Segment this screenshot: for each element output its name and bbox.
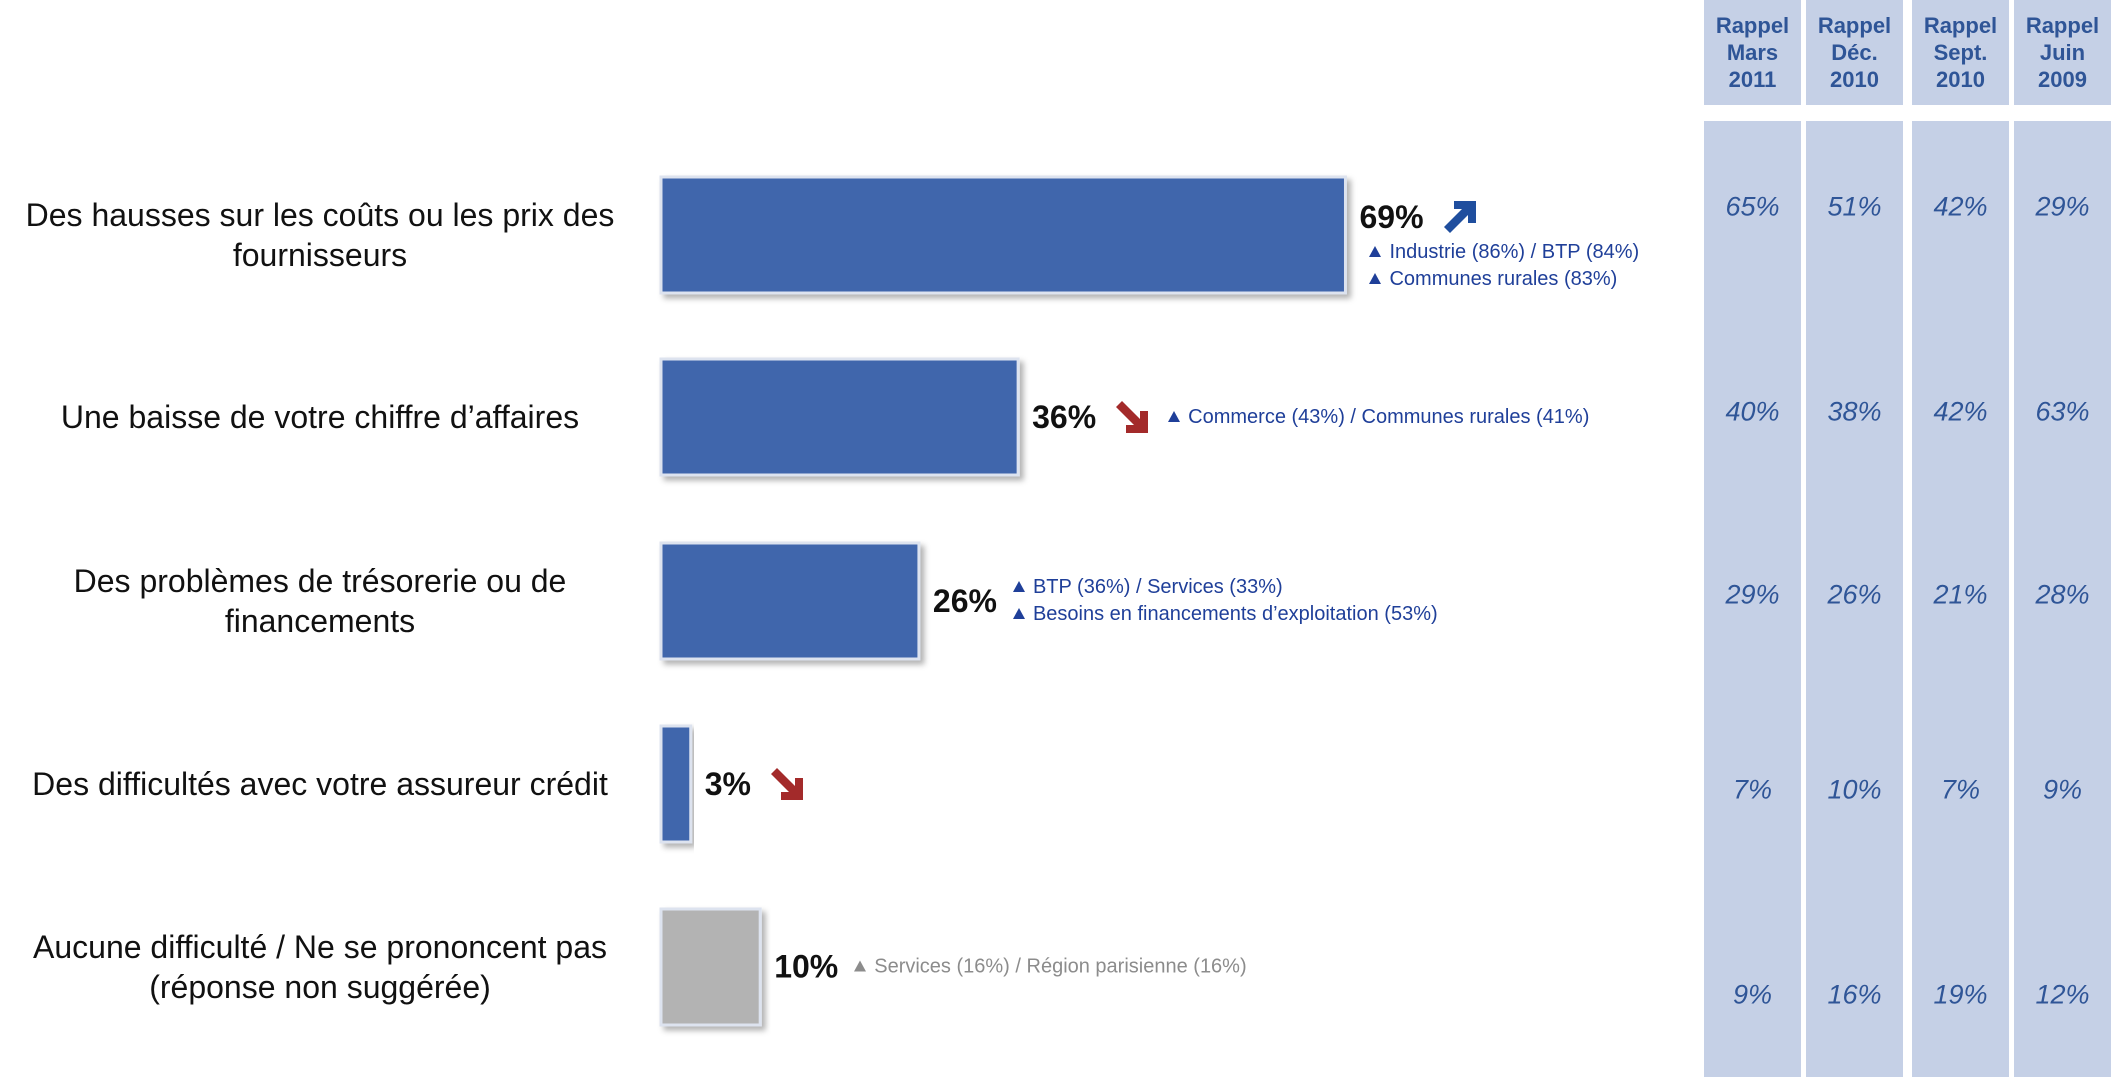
annotation-block: Services (16%) / Région parisienne (16%)	[854, 954, 1246, 981]
table-cell: 40%	[1725, 396, 1780, 427]
annotation: Commerce (43%) / Communes rurales (41%)	[1168, 404, 1589, 431]
category-label: Des problèmes de trésorerie ou de financ…	[73, 563, 567, 639]
value-label: 36%	[1032, 398, 1097, 435]
annotation-block: BTP (36%) / Services (33%) Besoins en fin…	[1013, 574, 1438, 628]
table-column-bg	[1704, 121, 1801, 1077]
table-cell: 21%	[1933, 579, 1988, 610]
table-cell: 7%	[1940, 774, 1981, 805]
table-cell: 38%	[1827, 396, 1882, 427]
table-cell: 9%	[2042, 774, 2083, 805]
annotation: Besoins en financements d’exploitation (…	[1013, 601, 1438, 628]
bar	[659, 357, 1020, 477]
table-column-bg	[2014, 121, 2111, 1077]
value-head: 69%	[1359, 197, 1479, 237]
table-header-bg	[1912, 0, 2009, 105]
category-label: Une baisse de votre chiffre d’affaires	[60, 399, 580, 435]
table-cell: 26%	[1827, 579, 1882, 610]
table-column-bg	[1806, 121, 1903, 1077]
trend-arrow	[1116, 401, 1149, 433]
annotation-block: Industrie (86%) / BTP (84%) Communes rura…	[1369, 239, 1639, 293]
bar	[659, 175, 1347, 295]
table-header-bg	[1806, 0, 1903, 105]
annotation: Industrie (86%) / BTP (84%)	[1369, 239, 1639, 266]
trend-arrow	[1443, 201, 1476, 233]
table-cell: 29%	[2035, 191, 2090, 222]
annotation: BTP (36%) / Services (33%)	[1013, 574, 1438, 601]
table-header-bg	[1704, 0, 1801, 105]
arrow-shape	[771, 768, 803, 800]
table-header: Rappel Déc. 2010	[1817, 13, 1892, 92]
value-label: 3%	[704, 765, 751, 802]
bar	[659, 541, 921, 661]
bar	[659, 724, 693, 844]
value-label: 10%	[774, 948, 839, 985]
value-group: 10% Services (16%) / Région parisienne (1…	[774, 949, 1246, 986]
annotation: Services (16%) / Région parisienne (16%)	[854, 954, 1246, 981]
value-group: 26% BTP (36%) / Services (33%) Besoins en …	[933, 574, 1438, 628]
table-cell: 16%	[1827, 979, 1882, 1010]
category-label: Aucune difficulté / Ne se prononcent pas…	[33, 929, 607, 1005]
table-column-bg	[1912, 121, 2009, 1077]
table-cell: 42%	[1933, 191, 1988, 222]
category-label: Des difficultés avec votre assureur créd…	[32, 766, 608, 802]
table-cell: 63%	[2035, 396, 2090, 427]
annotation: Communes rurales (83%)	[1369, 266, 1639, 293]
arrow-shape	[1443, 201, 1476, 233]
arrow-shape	[1116, 401, 1149, 433]
table-cell: 12%	[2035, 979, 2090, 1010]
table-cell: 10%	[1827, 774, 1882, 805]
table-cell: 19%	[1933, 979, 1988, 1010]
table-cell: 7%	[1732, 774, 1773, 805]
annotation-block: Commerce (43%) / Communes rurales (41%)	[1168, 404, 1589, 431]
table-cell: 28%	[2035, 579, 2090, 610]
table-cell: 29%	[1725, 579, 1780, 610]
trend-arrow	[771, 768, 803, 800]
table-cell: 51%	[1827, 191, 1882, 222]
table-cell: 9%	[1732, 979, 1773, 1010]
table-header: Rappel Juin 2009	[2025, 13, 2100, 92]
table-cell: 42%	[1933, 396, 1988, 427]
table-header-bg	[2014, 0, 2111, 105]
table-header: Rappel Sept. 2010	[1923, 13, 1998, 92]
value-label: 26%	[932, 582, 997, 619]
bar	[659, 907, 762, 1027]
value-group: 3%	[705, 764, 807, 804]
value-group: 69% Industrie (86%) / BTP (84%) Communes r…	[1359, 197, 1639, 293]
value-label: 69%	[1359, 198, 1424, 235]
table-header: Rappel Mars 2011	[1715, 13, 1790, 92]
table-cell: 65%	[1725, 191, 1780, 222]
category-label: Des hausses sur les coûts ou les prix de…	[25, 197, 615, 273]
value-group: 36% Commerce (43%) / Communes rurales (41…	[1032, 397, 1589, 437]
